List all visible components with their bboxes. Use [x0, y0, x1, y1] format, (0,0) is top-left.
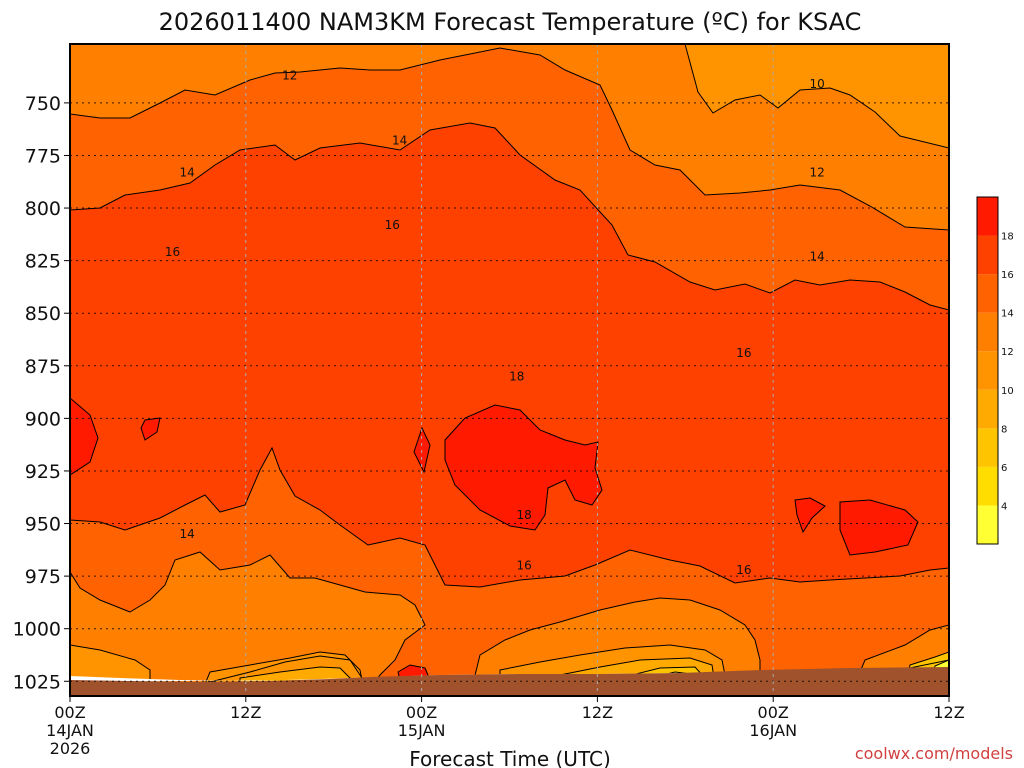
contour-label: 18: [509, 369, 524, 383]
y-tick-label: 775: [25, 145, 61, 167]
x-tick-date: 15JAN: [398, 721, 446, 740]
x-tick-label: 00Z: [758, 703, 789, 722]
credit-text: coolwx.com/models: [855, 744, 1013, 763]
colorbar-tick-label: 6: [1001, 463, 1007, 474]
contour-label: 18: [517, 508, 532, 522]
x-tick-label: 12Z: [230, 703, 261, 722]
x-axis-label: Forecast Time (UTC): [409, 747, 611, 768]
colorbar-tick-label: 18: [1001, 232, 1014, 243]
contour-label: 14: [810, 249, 825, 263]
colorbar: 4 6 8 10 12 14 16 18: [976, 196, 1014, 545]
x-tick-date: 14JAN: [46, 721, 94, 740]
contour-label: 14: [392, 134, 407, 148]
colorbar-swatch: [977, 274, 998, 313]
colorbar-swatch: [977, 505, 998, 544]
x-tick-year: 2026: [50, 739, 91, 758]
chart-title: 2026011400 NAM3KM Forecast Temperature (…: [159, 8, 862, 36]
plot-frame: [69, 43, 950, 697]
contour-label: 14: [180, 527, 195, 541]
contour-label: 16: [517, 559, 532, 573]
band-10-12: [684, 44, 949, 149]
contour-label: 16: [736, 346, 751, 360]
warm-core-4: [444, 404, 603, 531]
warm-core-1: [70, 397, 99, 476]
colorbar-frame: [976, 196, 999, 545]
colorbar-tick-label: 8: [1001, 424, 1007, 435]
colorbar-swatch: [977, 466, 998, 506]
contour-label: 16: [736, 563, 751, 577]
contour-label: 12: [282, 69, 297, 83]
x-tick-date: 16JAN: [749, 721, 797, 740]
colorbar-tick-label: 12: [1001, 347, 1014, 358]
y-tick-label: 1000: [13, 619, 61, 641]
contour-label: 12: [810, 165, 825, 179]
colorbar-tick-label: 10: [1001, 386, 1014, 397]
contour-label: 10: [810, 77, 825, 91]
colorbar-tick-label: 4: [1001, 501, 1007, 512]
y-tick-label: 800: [25, 198, 61, 220]
x-tick-label: 00Z: [406, 703, 437, 722]
contour-label: 14: [180, 165, 195, 179]
contour-label: 16: [385, 218, 400, 232]
colorbar-tick-label: 14: [1001, 309, 1014, 320]
colorbar-swatch: [977, 197, 998, 236]
y-tick-label: 925: [25, 461, 61, 483]
colorbar-swatch: [977, 312, 998, 352]
colorbar-swatch: [977, 389, 998, 429]
plot-area: [70, 44, 949, 696]
grid-lines: [70, 44, 949, 696]
x-tick-label: 12Z: [582, 703, 613, 722]
x-tick-label: 00Z: [54, 703, 85, 722]
contour-label: 16: [165, 245, 180, 259]
y-axis: 750 775 800 825 850 875 900 925 950 975 1000 1025: [13, 93, 70, 693]
warm-core-6: [839, 499, 919, 556]
colorbar-tick-label: 16: [1001, 270, 1014, 281]
x-tick-label: 12Z: [933, 703, 964, 722]
colorbar-swatch: [977, 351, 998, 390]
y-tick-label: 850: [25, 303, 61, 325]
contour-labels: 12 10 14 14 12 16 16 14 16 18 18 14 16 16: [165, 69, 825, 577]
warm-core-2: [140, 417, 161, 441]
y-tick-label: 875: [25, 356, 61, 378]
y-tick-label: 975: [25, 566, 61, 588]
y-tick-label: 1025: [13, 671, 61, 693]
y-tick-label: 950: [25, 514, 61, 536]
y-tick-label: 750: [25, 93, 61, 115]
colorbar-swatch: [977, 428, 998, 467]
colorbar-swatch: [977, 235, 998, 275]
y-tick-label: 825: [25, 251, 61, 273]
y-tick-label: 900: [25, 408, 61, 430]
